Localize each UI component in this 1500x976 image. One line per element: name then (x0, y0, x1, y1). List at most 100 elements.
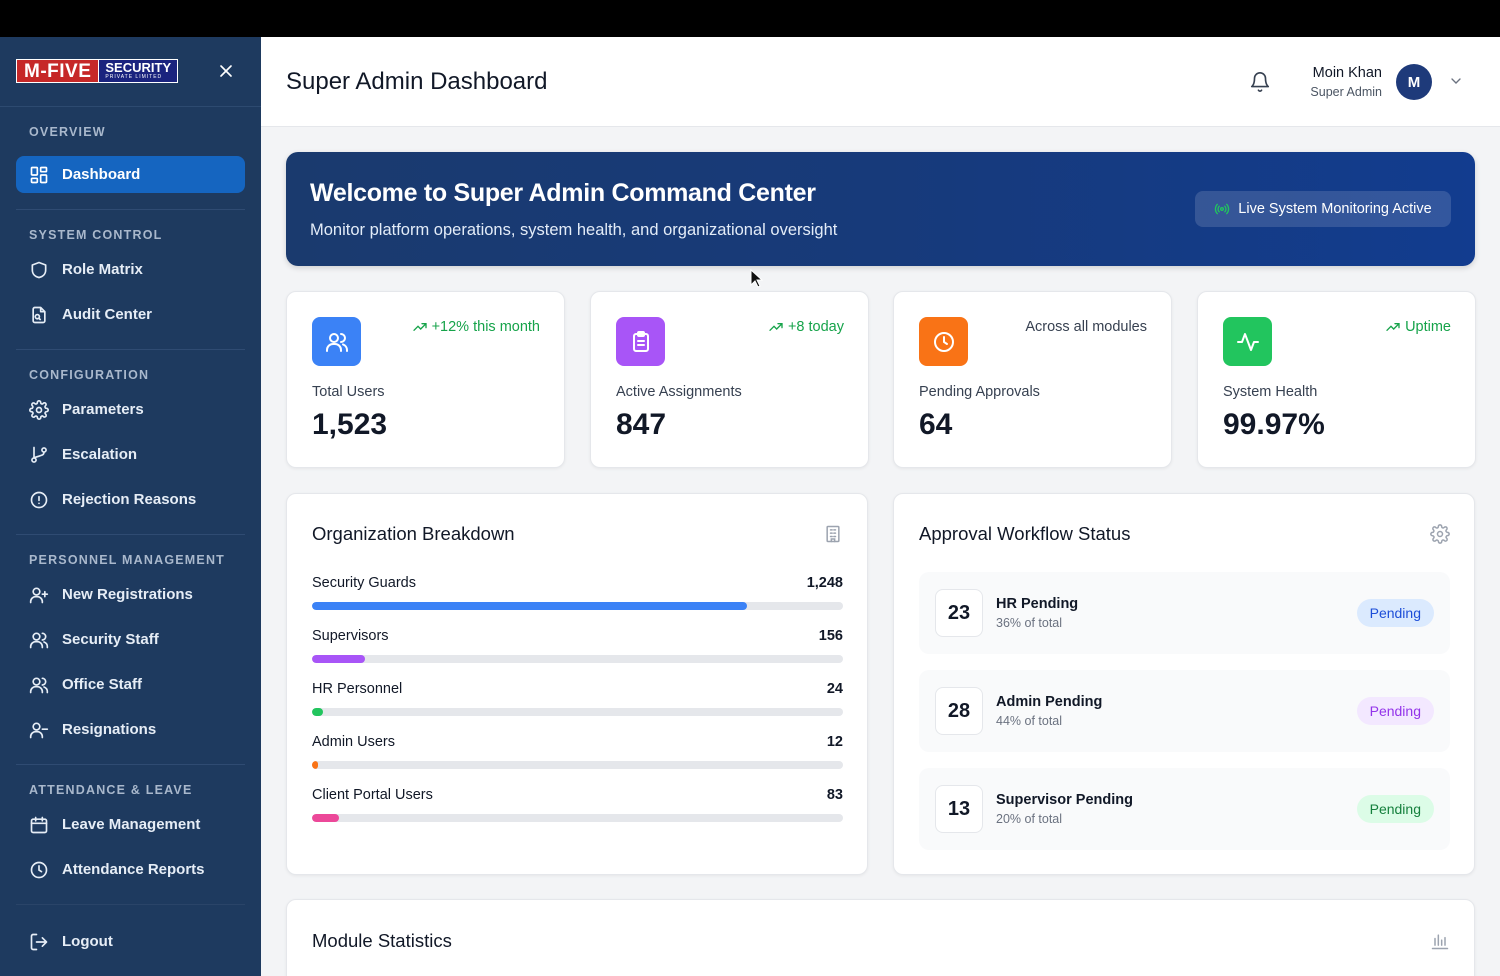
gear-icon (29, 399, 49, 420)
sidebar-item-label: Rejection Reasons (62, 491, 197, 508)
workflow-count: 28 (935, 687, 983, 735)
status-badge: Pending (1356, 697, 1434, 725)
divider (16, 764, 245, 765)
stat-card-active-assignments: +8 today Active Assignments 847 (590, 291, 869, 468)
organization-breakdown-panel: Organization Breakdown Security Guards 1,… (286, 493, 868, 875)
welcome-title: Welcome to Super Admin Command Center (310, 179, 816, 207)
progress-track (312, 761, 843, 769)
building-icon (826, 525, 840, 543)
workflow-name: HR Pending (996, 596, 1079, 612)
workflow-count: 13 (935, 785, 983, 833)
workflow-percent: 36% of total (996, 616, 1063, 630)
progress-track (312, 655, 843, 663)
stat-card-system-health: Uptime System Health 99.97% (1197, 291, 1476, 468)
live-monitoring-button[interactable]: Live System Monitoring Active (1195, 191, 1451, 227)
gear-icon[interactable] (1430, 524, 1450, 544)
divider (16, 209, 245, 210)
sidebar-item-escalation[interactable]: Escalation (16, 436, 245, 473)
progress-track (312, 814, 843, 822)
bar-chart-icon (1431, 934, 1449, 950)
broadcast-icon (1215, 203, 1230, 215)
workflow-count: 23 (935, 589, 983, 637)
org-row-name: HR Personnel (312, 681, 403, 697)
stat-card-total-users: +12% this month Total Users 1,523 (286, 291, 565, 468)
clock-icon (29, 860, 49, 880)
stat-card-pending-approvals: Across all modules Pending Approvals 64 (893, 291, 1172, 468)
status-badge: Pending (1356, 599, 1434, 627)
progress-fill (312, 602, 748, 610)
stat-value: 64 (919, 408, 953, 441)
clock-icon (919, 317, 968, 366)
window-top-bar (0, 0, 1500, 37)
section-title-system-control: SYSTEM CONTROL (29, 228, 163, 242)
sidebar-item-label: New Registrations (62, 586, 193, 603)
sidebar-item-rejection-reasons[interactable]: Rejection Reasons (16, 481, 245, 518)
stat-label: Active Assignments (616, 384, 742, 400)
sidebar-item-label: Attendance Reports (62, 861, 205, 878)
top-header: Super Admin Dashboard Moin Khan Super Ad… (261, 37, 1500, 127)
sidebar-item-dashboard[interactable]: Dashboard (16, 156, 245, 193)
sidebar-item-parameters[interactable]: Parameters (16, 391, 245, 428)
workflow-name: Admin Pending (996, 694, 1103, 710)
sidebar-item-label: Dashboard (62, 166, 141, 183)
chevron-down-icon[interactable] (1448, 73, 1464, 89)
approval-workflow-panel: Approval Workflow Status 23 HR Pending 36%… (893, 493, 1475, 875)
welcome-banner: Welcome to Super Admin Command Center Mo… (286, 152, 1475, 266)
company-logo: M-FIVE SECURITY PRIVATE LIMITED (16, 59, 179, 83)
live-monitoring-label: Live System Monitoring Active (1238, 201, 1432, 217)
logout-icon (29, 932, 49, 952)
sidebar-item-audit-center[interactable]: Audit Center (16, 296, 245, 333)
panel-title: Organization Breakdown (312, 523, 515, 544)
calendar-icon (29, 815, 49, 835)
stat-label: System Health (1223, 384, 1318, 400)
activity-icon (1223, 317, 1272, 366)
section-title-attendance-leave: ATTENDANCE & LEAVE (29, 783, 193, 797)
org-row-name: Supervisors (312, 628, 389, 644)
stat-trend: +8 today (768, 319, 844, 335)
module-statistics-panel: Module Statistics (286, 899, 1475, 976)
page-title: Super Admin Dashboard (286, 68, 548, 95)
sidebar-item-role-matrix[interactable]: Role Matrix (16, 251, 245, 288)
bell-icon[interactable] (1249, 71, 1271, 93)
org-row-count: 156 (818, 628, 843, 644)
user-name: Moin Khan (1312, 65, 1382, 81)
workflow-percent: 44% of total (996, 714, 1063, 728)
divider (16, 349, 245, 350)
stat-trend: Uptime (1385, 319, 1451, 335)
org-row-name: Admin Users (312, 734, 395, 750)
sidebar-item-new-registrations[interactable]: New Registrations (16, 576, 245, 613)
org-row-count: 24 (826, 681, 843, 697)
sidebar-item-label: Role Matrix (62, 261, 143, 278)
workflow-row[interactable]: 23 HR Pending 36% of total Pending (919, 572, 1450, 654)
logout-label: Logout (62, 933, 113, 950)
git-branch-icon (29, 445, 49, 465)
sidebar-item-label: Security Staff (62, 631, 159, 648)
stat-trend: Across all modules (1025, 319, 1147, 335)
sidebar: M-FIVE SECURITY PRIVATE LIMITED OVERVIEW… (0, 37, 261, 976)
dashboard-icon (29, 165, 49, 185)
org-row-name: Client Portal Users (312, 787, 433, 803)
logout-button[interactable]: Logout (16, 923, 245, 960)
progress-fill (312, 708, 323, 716)
sidebar-item-label: Resignations (62, 721, 157, 738)
users-icon (29, 630, 49, 650)
sidebar-item-leave-management[interactable]: Leave Management (16, 806, 245, 843)
alert-circle-icon (29, 490, 49, 510)
close-sidebar-icon[interactable] (216, 61, 236, 81)
stat-value: 1,523 (312, 408, 388, 441)
sidebar-item-office-staff[interactable]: Office Staff (16, 666, 245, 703)
workflow-row[interactable]: 28 Admin Pending 44% of total Pending (919, 670, 1450, 752)
sidebar-item-attendance-reports[interactable]: Attendance Reports (16, 851, 245, 888)
logo-main-text: M-FIVE (16, 59, 100, 83)
sidebar-item-security-staff[interactable]: Security Staff (16, 621, 245, 658)
logo-tagline: PRIVATE LIMITED (105, 74, 163, 80)
avatar[interactable]: M (1396, 64, 1432, 100)
workflow-row[interactable]: 13 Supervisor Pending 20% of total Pending (919, 768, 1450, 850)
org-row-count: 83 (826, 787, 843, 803)
workflow-percent: 20% of total (996, 812, 1063, 826)
stat-value: 847 (616, 408, 667, 441)
user-role: Super Admin (1310, 85, 1382, 99)
users-icon (312, 317, 361, 366)
sidebar-item-resignations[interactable]: Resignations (16, 711, 245, 748)
users-icon (29, 675, 49, 695)
